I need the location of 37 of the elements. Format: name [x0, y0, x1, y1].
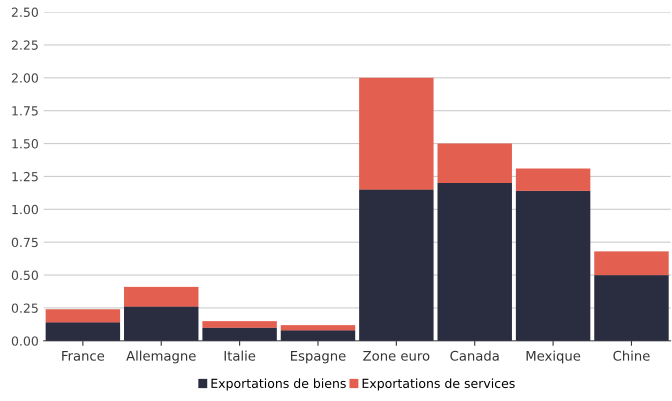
y-tick-label: 0.50 [12, 270, 38, 280]
bar [202, 321, 277, 328]
y-tick-label: 1.00 [12, 204, 38, 214]
x-tick-label: Espagne [291, 350, 346, 364]
y-tick-label: 1.50 [12, 139, 38, 148]
x-tick-label: Italie [224, 350, 256, 361]
bar [594, 251, 669, 276]
legend-label: Exportations de biens [212, 378, 346, 391]
bar [359, 78, 434, 190]
y-tick-label: 0.00 [12, 336, 38, 346]
y-tick-label: 0.75 [12, 238, 38, 248]
x-tick-label: Mexique [526, 350, 580, 364]
x-tick-label: Allemagne [126, 350, 196, 364]
bar [438, 183, 512, 341]
x-tick-label: Canada [450, 350, 499, 361]
bar [124, 286, 198, 307]
y-tick-label: 2.25 [12, 40, 38, 50]
bar [280, 325, 356, 330]
x-tick-label: Zone euro [363, 350, 430, 361]
bar [438, 144, 512, 184]
y-tick-label: 0.25 [12, 303, 38, 313]
bar [202, 328, 277, 341]
bar [594, 275, 669, 341]
legend-label: Exportations de services [362, 378, 515, 391]
bar [516, 168, 590, 191]
bar [359, 190, 434, 341]
x-tick-label: France [62, 350, 104, 361]
y-tick-label: 1.25 [12, 172, 38, 182]
y-tick-label: 2.50 [12, 8, 38, 17]
bar [516, 190, 590, 341]
bar [46, 309, 120, 322]
y-tick-label: 1.75 [12, 106, 38, 116]
x-tick-label: Chine [613, 350, 650, 361]
bar [280, 330, 356, 341]
y-tick-label: 2.00 [12, 73, 38, 83]
bar [124, 306, 198, 341]
bar [46, 322, 120, 341]
